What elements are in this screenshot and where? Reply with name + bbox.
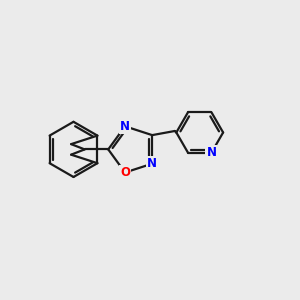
Text: O: O (120, 166, 130, 179)
Text: N: N (120, 120, 130, 133)
Text: N: N (147, 157, 157, 170)
Text: N: N (206, 146, 216, 159)
